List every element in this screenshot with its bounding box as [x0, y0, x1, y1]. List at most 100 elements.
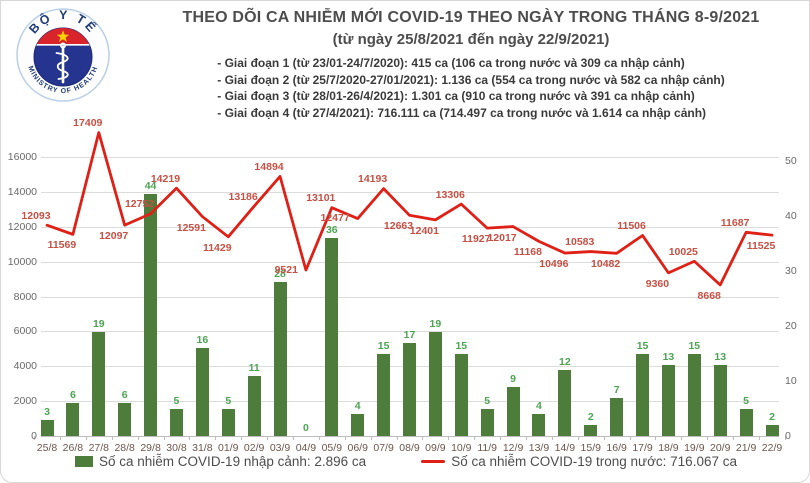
bar-nhap-canh-06/9 — [351, 414, 365, 436]
logo-aesculapius-staff-icon — [55, 42, 69, 84]
bar-label-04/9: 0 — [303, 422, 309, 434]
x-axis-label-06/9: 06/9 — [347, 442, 368, 454]
bar-label-22/9: 2 — [769, 411, 775, 423]
x-axis-tick — [681, 436, 683, 440]
bar-label-26/8: 6 — [69, 389, 76, 402]
y-axis-label-right: 40 — [785, 210, 797, 223]
bar-label-15/9: 2 — [587, 411, 594, 423]
bar-nhap-canh-16/9 — [610, 397, 624, 436]
bar-nhap-canh-21/9 — [739, 408, 753, 436]
x-axis-label-10/9: 10/9 — [451, 442, 472, 454]
x-axis-label-21/9: 21/9 — [735, 442, 757, 454]
bar-nhap-canh-30/8 — [169, 408, 183, 436]
bar-label-01/9: 5 — [225, 394, 232, 407]
bar-label-14/9: 12 — [559, 356, 571, 369]
x-axis-label-15/9: 15/9 — [580, 442, 601, 454]
bar-nhap-canh-29/8 — [144, 194, 158, 436]
line-label-03/9: 14894 — [254, 160, 284, 173]
line-label-14/9: 10496 — [539, 258, 569, 271]
y-axis-label-left: 16000 — [7, 151, 37, 164]
x-axis-line — [41, 436, 779, 437]
line-label-16/9: 10482 — [591, 258, 621, 271]
bar-label-16/9: 7 — [613, 383, 620, 396]
line-label-31/8: 12591 — [176, 221, 206, 234]
x-axis-tick — [59, 436, 61, 440]
line-label-15/9: 10583 — [565, 236, 595, 249]
y-axis-label-left: 4000 — [13, 360, 37, 373]
chart-legend: Số ca nhiễm COVID-19 nhập cảnh: 2.896 ca… — [1, 454, 809, 469]
x-axis-label-09/9: 09/9 — [425, 442, 446, 454]
line-label-28/8: 12097 — [99, 230, 129, 243]
legend-item-trong-nuoc: Số ca nhiễm COVID-19 trong nước: 716.067… — [421, 454, 737, 469]
title-block: THEO DÕI CA NHIỄM MỚI COVID-19 THEO NGÀY… — [126, 9, 809, 122]
bar-label-08/9: 17 — [403, 328, 416, 341]
bar-label-17/9: 15 — [636, 339, 649, 352]
line-label-20/9: 8668 — [697, 289, 721, 302]
x-axis-tick — [189, 436, 191, 440]
x-axis-label-22/9: 22/9 — [761, 442, 783, 454]
line-label-18/9: 9360 — [645, 277, 670, 290]
x-axis-label-07/9: 07/9 — [373, 442, 394, 454]
page-subtitle: (từ ngày 25/8/2021 đến ngày 22/9/2021) — [332, 31, 610, 48]
x-axis-tick — [344, 436, 346, 440]
x-axis-tick — [34, 436, 36, 440]
bar-nhap-canh-22/9 — [765, 425, 779, 436]
line-label-07/9: 14193 — [357, 173, 388, 186]
x-axis-label-03/9: 03/9 — [269, 442, 291, 454]
bar-label-27/8: 19 — [92, 317, 105, 330]
bar-label-30/8: 5 — [173, 394, 180, 407]
x-axis-label-20/9: 20/9 — [709, 442, 731, 454]
x-axis-label-12/9: 12/9 — [502, 442, 524, 454]
x-axis-tick — [422, 436, 424, 440]
bar-label-19/9: 15 — [688, 339, 701, 352]
x-axis-tick — [629, 436, 631, 440]
x-axis-label-28/8: 28/8 — [114, 442, 135, 454]
y-axis-label-left: 6000 — [13, 325, 37, 338]
bar-label-06/9: 4 — [354, 400, 361, 413]
legend-item-nhap-canh: Số ca nhiễm COVID-19 nhập cảnh: 2.896 ca — [75, 454, 366, 469]
y-axis-label-left: 14000 — [7, 186, 37, 198]
legend-line-marker-icon — [421, 459, 446, 464]
x-axis-tick — [784, 436, 786, 440]
bar-nhap-canh-20/9 — [713, 364, 727, 436]
bar-nhap-canh-10/9 — [454, 353, 468, 436]
x-axis-tick — [137, 436, 139, 440]
line-label-10/9: 13306 — [435, 188, 465, 201]
x-axis-label-31/8: 31/8 — [192, 442, 213, 454]
bar-nhap-canh-31/8 — [195, 348, 209, 436]
bar-nhap-canh-05/9 — [325, 238, 339, 436]
x-axis-tick — [551, 436, 553, 440]
x-axis-tick — [396, 436, 398, 440]
x-axis-label-18/9: 18/9 — [658, 442, 679, 454]
x-axis-tick — [85, 436, 87, 440]
x-axis-label-29/8: 29/8 — [140, 442, 161, 454]
bar-label-11/9: 5 — [484, 394, 491, 407]
line-label-19/9: 10025 — [668, 245, 698, 258]
note-giai-doan-2: - Giai đoạn 2 (từ 25/7/2020-27/01/2021):… — [217, 72, 725, 87]
bar-label-02/9: 11 — [248, 361, 260, 374]
bar-nhap-canh-02/9 — [247, 375, 261, 436]
bar-nhap-canh-08/9 — [403, 342, 416, 436]
gridline-6000 — [41, 331, 779, 333]
x-axis-label-04/9: 04/9 — [295, 442, 317, 454]
bar-nhap-canh-12/9 — [506, 386, 520, 436]
x-axis-label-02/9: 02/9 — [243, 442, 265, 454]
x-axis-label-01/9: 01/9 — [218, 442, 239, 454]
line-label-13/9: 11168 — [513, 246, 542, 259]
line-label-29/8: 12752 — [124, 198, 155, 211]
bar-label-21/9: 5 — [743, 394, 750, 407]
y-axis-label-right: 50 — [785, 155, 797, 168]
line-label-05/9: 13101 — [306, 192, 336, 205]
x-axis-tick — [292, 436, 294, 440]
gridline-16000 — [41, 157, 779, 159]
line-label-12/9: 12017 — [487, 231, 517, 244]
x-axis-tick — [215, 436, 217, 440]
bar-nhap-canh-07/9 — [377, 353, 391, 436]
x-axis-tick — [500, 436, 502, 440]
bar-label-25/8: 3 — [44, 405, 50, 418]
x-axis-label-05/9: 05/9 — [321, 442, 343, 454]
x-axis-tick — [526, 436, 528, 440]
y-axis-label-left: 2000 — [13, 395, 37, 408]
y-axis-label-left: 12000 — [7, 220, 37, 233]
